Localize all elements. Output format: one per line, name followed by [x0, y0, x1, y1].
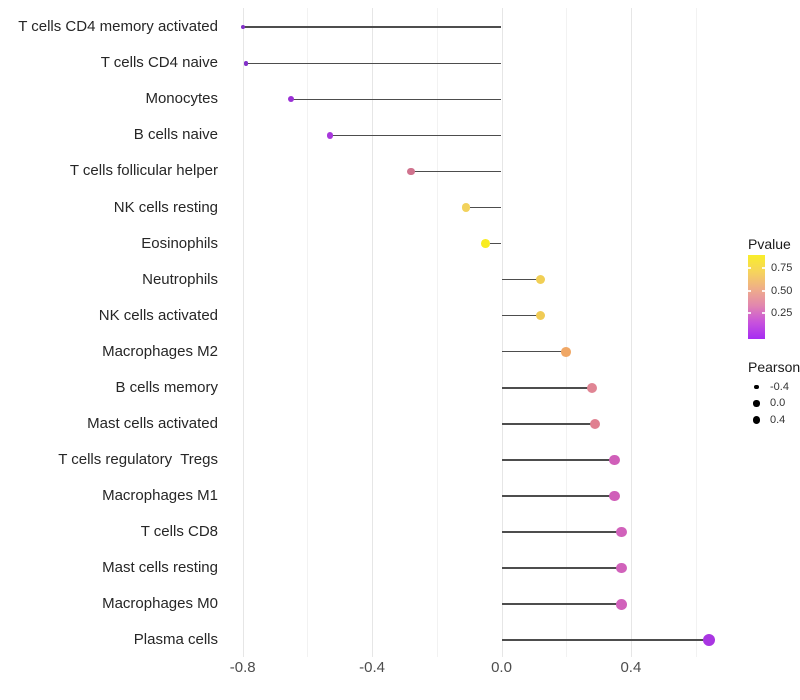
- category-label: T cells follicular helper: [69, 162, 218, 180]
- lollipop-dot: [609, 454, 621, 466]
- category-label: B cells memory: [115, 378, 218, 396]
- category-label: T cells CD4 naive: [100, 54, 218, 72]
- pvalue-tick-label: 0.75: [771, 261, 793, 274]
- lollipop-stem: [330, 134, 502, 137]
- pearson-legend-title: Pearson: [748, 359, 800, 375]
- lollipop-stem: [485, 242, 502, 245]
- lollipop-dot: [243, 60, 249, 66]
- lollipop-dot: [702, 634, 715, 647]
- lollipop-dot: [561, 346, 572, 357]
- pvalue-gradient-bar: [748, 255, 765, 339]
- pearson-legend-dot: [754, 384, 759, 390]
- pearson-legend-label: 0.4: [770, 413, 786, 426]
- category-label: Eosinophils: [141, 234, 218, 252]
- lollipop-dot: [586, 382, 598, 393]
- gridline-minor: [307, 8, 309, 657]
- category-label: Macrophages M0: [102, 595, 218, 613]
- lollipop-stem: [501, 387, 593, 389]
- lollipop-dot: [461, 203, 471, 212]
- lollipop-dot: [535, 274, 545, 285]
- lollipop-dot: [609, 490, 621, 502]
- x-axis-tick-label: 0.4: [620, 659, 642, 676]
- pearson-legend-dot: [752, 416, 761, 424]
- pvalue-gradient-tick: [762, 290, 765, 292]
- category-label: T cells CD4 memory activated: [18, 18, 218, 36]
- gridline-major: [501, 8, 503, 657]
- lollipop-stem: [501, 567, 622, 569]
- pearson-legend-label: 0.0: [770, 397, 786, 409]
- lollipop-stem: [410, 170, 502, 173]
- category-label: Neutrophils: [142, 270, 218, 288]
- lollipop-stem: [501, 459, 615, 461]
- lollipop-stem: [501, 314, 541, 317]
- lollipop-stem: [245, 62, 502, 64]
- lollipop-stem: [501, 639, 709, 641]
- category-label: Mast cells activated: [87, 414, 218, 432]
- lollipop-stem: [242, 26, 502, 28]
- lollipop-stem: [501, 531, 622, 533]
- category-label: NK cells resting: [113, 198, 218, 216]
- pvalue-tick-label: 0.25: [771, 306, 793, 319]
- pvalue-gradient-tick: [762, 267, 765, 269]
- category-label: Mast cells resting: [102, 559, 218, 577]
- pearson-legend-dot: [753, 400, 760, 407]
- pvalue-gradient-tick: [762, 312, 765, 314]
- x-axis-tick-label: -0.8: [229, 659, 256, 676]
- lollipop-dot: [590, 418, 601, 429]
- x-axis-tick-label: -0.4: [359, 659, 386, 676]
- category-label: Macrophages M1: [102, 486, 218, 504]
- lollipop-stem: [465, 206, 502, 209]
- gridline-major: [242, 8, 244, 657]
- lollipop-stem: [501, 495, 615, 497]
- category-label: B cells naive: [133, 126, 218, 144]
- pvalue-gradient-tick: [748, 312, 751, 314]
- lollipop-stem: [291, 98, 502, 101]
- pvalue-tick-label: 0.50: [771, 284, 793, 297]
- lollipop-dot: [615, 526, 627, 538]
- gridline-major: [630, 8, 632, 657]
- lollipop-dot: [535, 310, 545, 321]
- lollipop-dot: [407, 167, 415, 176]
- pvalue-gradient-tick: [748, 267, 751, 269]
- category-label: NK cells activated: [98, 306, 218, 324]
- lollipop-stem: [501, 423, 596, 425]
- pvalue-legend-title: Pvalue: [748, 236, 791, 252]
- pvalue-gradient-tick: [748, 290, 751, 292]
- gridline-minor: [566, 8, 568, 657]
- lollipop-dot: [615, 562, 627, 574]
- lollipop-dot: [615, 598, 627, 610]
- category-label: T cells regulatory Tregs: [58, 450, 218, 468]
- x-axis-tick-label: 0.0: [491, 659, 512, 676]
- lollipop-dot: [326, 131, 334, 139]
- pearson-legend-label: -0.4: [770, 380, 789, 393]
- gridline-minor: [695, 8, 697, 657]
- gridline-minor: [436, 8, 438, 657]
- lollipop-dot: [288, 96, 295, 103]
- gridline-major: [372, 8, 374, 657]
- lollipop-dot: [480, 239, 490, 248]
- category-label: T cells CD8: [140, 523, 218, 541]
- lollipop-stem: [501, 278, 541, 281]
- lollipop-stem: [501, 603, 622, 605]
- category-label: Monocytes: [145, 90, 218, 108]
- lollipop-stem: [501, 350, 567, 353]
- category-label: Plasma cells: [133, 631, 218, 649]
- lollipop-dot: [240, 25, 245, 30]
- category-label: Macrophages M2: [102, 342, 218, 360]
